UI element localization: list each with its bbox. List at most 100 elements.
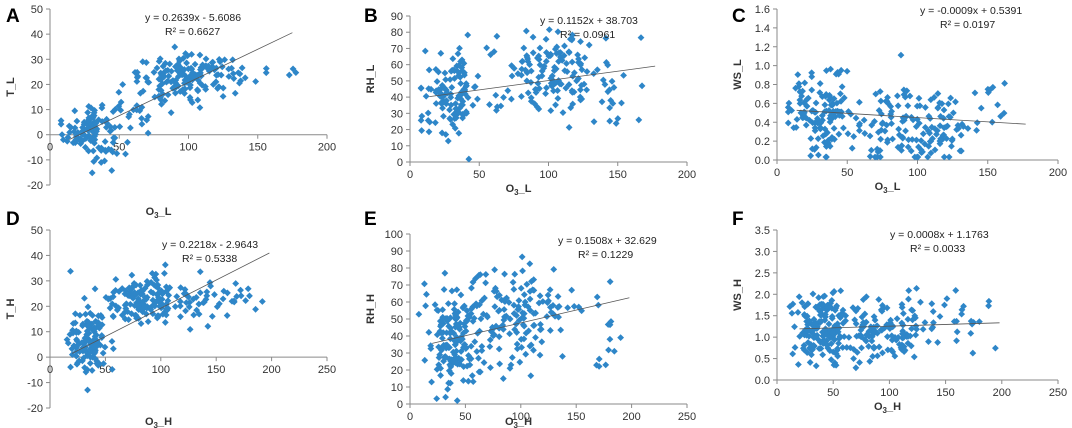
data-point <box>971 89 979 97</box>
data-point <box>554 87 561 94</box>
data-point <box>535 85 543 92</box>
data-point <box>138 114 145 122</box>
data-point <box>457 80 465 87</box>
data-point <box>900 342 908 350</box>
data-point <box>112 275 120 283</box>
data-point <box>839 311 846 319</box>
y-tick-label: 0.0 <box>755 155 770 167</box>
data-point <box>185 303 193 311</box>
data-point <box>418 112 426 120</box>
data-point <box>898 304 906 311</box>
data-point <box>811 124 819 132</box>
data-point <box>76 348 84 356</box>
data-point <box>555 303 563 310</box>
data-point <box>527 372 535 380</box>
data-point <box>921 319 929 326</box>
data-point <box>182 307 189 315</box>
data-point <box>508 354 516 361</box>
data-point <box>801 79 809 87</box>
data-point <box>860 116 868 124</box>
data-point <box>803 312 811 320</box>
y-tick-label: -20 <box>27 180 43 192</box>
data-point <box>236 79 243 87</box>
data-point <box>908 325 915 333</box>
data-point <box>917 146 925 154</box>
data-point <box>984 89 992 96</box>
data-point <box>262 65 270 72</box>
data-point <box>985 297 993 305</box>
data-point <box>237 77 245 85</box>
data-point <box>437 49 445 57</box>
data-point <box>464 31 472 39</box>
data-point <box>165 291 173 299</box>
data-point <box>528 278 535 285</box>
x-tick-label: 0 <box>407 411 413 423</box>
data-point <box>554 293 562 300</box>
data-point <box>194 96 202 104</box>
data-point <box>483 312 491 319</box>
data-point <box>456 44 463 52</box>
y-tick-label: 1.2 <box>755 42 770 54</box>
data-point <box>538 72 546 80</box>
data-point <box>795 293 803 301</box>
data-point <box>454 94 462 102</box>
panel-F: F 0.0 0.5 1.0 1.5 2.0 2.5 3.0 3.5 0 50 100 150 200 250… <box>732 209 1067 415</box>
data-point <box>128 310 135 318</box>
data-point <box>857 333 865 341</box>
data-point <box>835 130 843 138</box>
data-point <box>90 336 98 344</box>
data-point <box>101 343 109 351</box>
data-point <box>193 71 201 79</box>
data-point <box>161 308 169 316</box>
data-point <box>183 74 191 82</box>
data-point <box>542 90 549 98</box>
data-point <box>953 328 961 336</box>
data-point <box>112 302 120 310</box>
data-point <box>473 302 481 310</box>
x-axis-title: O3_H <box>145 416 172 428</box>
data-point <box>789 300 797 308</box>
data-point <box>79 322 86 330</box>
data-point <box>213 303 221 311</box>
data-point <box>565 48 573 56</box>
data-point <box>826 347 834 355</box>
data-point <box>424 109 432 117</box>
data-point <box>89 311 96 319</box>
data-point <box>203 288 211 296</box>
data-point <box>875 296 883 303</box>
data-point <box>808 346 816 354</box>
data-point <box>953 317 960 325</box>
data-point <box>446 115 454 122</box>
data-point <box>921 123 929 131</box>
scatter-points <box>415 253 625 404</box>
panel-E: E 0 10 20 30 40 50 60 70 80 90 100 0 50 100 150 200 250 RH… <box>364 209 696 428</box>
y-tick-label: 10 <box>31 327 43 339</box>
y-tick-label: 40 <box>391 331 403 343</box>
data-point <box>452 105 460 113</box>
data-point <box>465 155 473 163</box>
data-point <box>446 335 454 343</box>
data-point <box>900 91 908 99</box>
data-point <box>839 344 847 351</box>
data-point <box>900 348 908 355</box>
data-point <box>994 101 1002 109</box>
data-point <box>83 366 91 373</box>
data-point <box>467 310 475 318</box>
data-point <box>823 67 830 75</box>
data-point <box>162 305 170 313</box>
data-point <box>545 297 552 305</box>
data-point <box>899 321 907 329</box>
data-point <box>168 67 175 75</box>
data-point <box>441 269 449 277</box>
data-point <box>144 113 152 120</box>
data-point <box>819 293 827 301</box>
data-point <box>869 353 877 360</box>
data-point <box>542 35 550 43</box>
data-point <box>438 346 445 354</box>
data-point <box>562 84 570 92</box>
data-point <box>862 293 870 301</box>
data-point <box>831 336 838 344</box>
data-point <box>113 150 121 157</box>
data-point <box>827 299 834 307</box>
data-point <box>807 152 815 160</box>
